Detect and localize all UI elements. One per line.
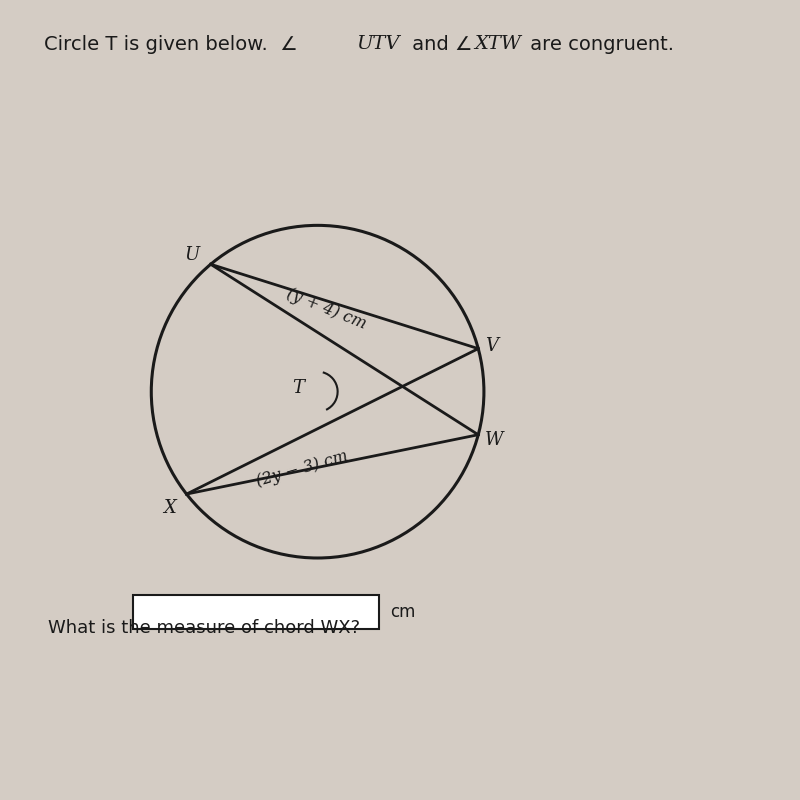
Text: UTV: UTV: [356, 35, 399, 53]
FancyBboxPatch shape: [133, 595, 379, 629]
Text: XTW: XTW: [474, 35, 522, 53]
Text: What is the measure of chord WX?: What is the measure of chord WX?: [48, 619, 360, 637]
Text: cm: cm: [390, 603, 416, 621]
Text: V: V: [486, 337, 498, 354]
Text: X: X: [163, 498, 176, 517]
Text: are congruent.: are congruent.: [524, 34, 674, 54]
Text: and ∠: and ∠: [406, 34, 473, 54]
Text: (2y − 3) cm: (2y − 3) cm: [254, 447, 350, 490]
Text: T: T: [292, 379, 304, 397]
Text: Circle T is given below.  ∠: Circle T is given below. ∠: [44, 34, 298, 54]
Text: W: W: [485, 430, 503, 449]
Text: U: U: [185, 246, 200, 264]
Text: (y + 4) cm: (y + 4) cm: [285, 285, 369, 332]
